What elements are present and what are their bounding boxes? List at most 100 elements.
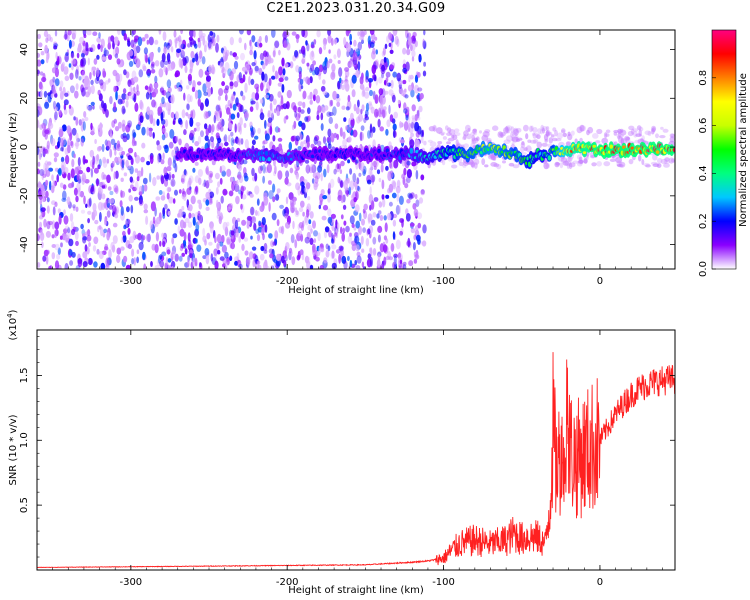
heat-cell (668, 157, 675, 164)
heat-cell (130, 39, 135, 48)
heat-cell (388, 89, 394, 96)
heat-cell (46, 205, 50, 214)
heat-cell (402, 261, 407, 266)
heat-cell (281, 225, 285, 235)
heat-cell (398, 253, 403, 261)
heat-cell (273, 258, 278, 264)
heat-cell (202, 235, 207, 243)
heat-cell (192, 167, 196, 173)
heat-cell (373, 159, 379, 168)
heat-cell (302, 211, 305, 217)
heat-cell (82, 261, 88, 268)
heat-cell (360, 235, 364, 245)
heat-cell (195, 238, 198, 244)
heat-cell (341, 84, 346, 91)
heat-cell (492, 125, 499, 131)
heat-cell (170, 250, 176, 258)
colorbar-gradient (712, 30, 736, 269)
heat-cell (75, 206, 79, 212)
heat-cell (181, 109, 186, 119)
heat-cell (394, 35, 399, 45)
heat-cell (268, 190, 274, 200)
heat-cell (368, 103, 373, 110)
heat-cell (381, 194, 385, 200)
heat-cell (230, 230, 235, 236)
heat-cell (423, 30, 426, 36)
heat-cell (227, 99, 231, 107)
heat-cell (317, 165, 323, 173)
heat-cell (408, 122, 412, 128)
heat-cell (453, 132, 461, 137)
heat-cell (301, 184, 306, 194)
heat-cell (233, 81, 239, 88)
heat-cell (120, 189, 123, 198)
heat-cell (180, 79, 183, 86)
heat-cell (260, 98, 264, 104)
heat-cell (246, 215, 252, 221)
heat-cell (460, 144, 465, 148)
heat-cell (255, 101, 259, 111)
heat-cell (295, 135, 301, 142)
heat-cell (322, 90, 328, 95)
heat-cell (131, 30, 136, 35)
heat-cell (121, 105, 126, 115)
heat-cell (92, 202, 97, 212)
heat-cell (392, 219, 397, 227)
heat-cell (327, 193, 331, 203)
heat-cell (53, 41, 58, 46)
heat-cell (272, 241, 277, 246)
heat-cell (283, 40, 289, 48)
heat-cell (258, 165, 263, 174)
heat-cell (102, 158, 108, 168)
heat-cell (173, 30, 177, 38)
heat-cell (383, 79, 387, 86)
heat-cell (355, 159, 359, 164)
heat-cell (269, 125, 273, 135)
heat-cell (224, 85, 230, 91)
heat-cell (560, 157, 568, 163)
heat-cell (121, 123, 126, 133)
heat-cell (236, 217, 241, 223)
heat-cell (301, 58, 306, 64)
heat-cell (384, 222, 388, 233)
heat-cell (251, 35, 256, 43)
heat-cell (216, 124, 221, 132)
y-tick-label: 40 (19, 43, 30, 56)
heat-cell (359, 131, 363, 142)
heat-cell (171, 266, 174, 269)
heat-cell (360, 162, 365, 173)
heat-cell (474, 137, 478, 141)
heat-cell (411, 50, 416, 58)
heat-cell (178, 208, 183, 218)
heat-cell (591, 162, 597, 167)
heat-cell (53, 114, 57, 123)
heat-cell (219, 118, 225, 127)
heat-cell (41, 241, 44, 249)
heat-cell (162, 89, 167, 96)
heat-cell (615, 157, 622, 164)
heat-cell (418, 53, 422, 63)
heat-cell (61, 164, 65, 175)
heat-cell (273, 171, 276, 177)
heat-cell (63, 215, 69, 225)
heat-cell (79, 63, 84, 68)
heat-cell (328, 111, 334, 117)
heat-cell (136, 256, 140, 264)
heat-cell (37, 262, 41, 268)
heat-cell (86, 104, 89, 110)
heat-cell (127, 227, 131, 235)
heat-cell (40, 89, 43, 99)
heat-cell (300, 200, 305, 208)
heat-cell (263, 195, 269, 206)
heat-cell (197, 169, 203, 177)
heat-cell (89, 149, 95, 158)
heat-cell (228, 202, 234, 210)
heat-cell (138, 191, 143, 196)
heat-cell (164, 262, 168, 269)
heat-cell (160, 175, 165, 185)
heat-cell (75, 132, 79, 141)
heat-cell (67, 144, 71, 154)
heat-cell (85, 203, 88, 208)
heat-cell (314, 175, 319, 184)
heat-cell (176, 36, 180, 42)
